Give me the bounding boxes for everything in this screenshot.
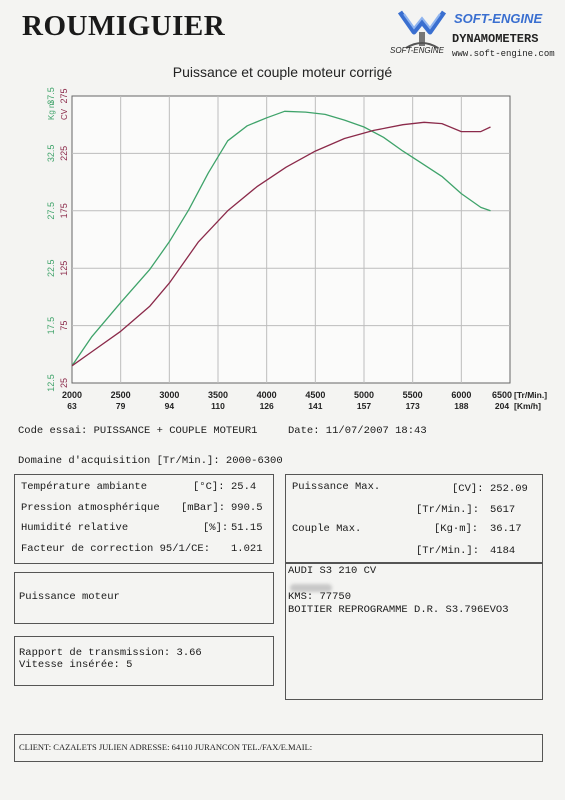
x-axis-unit-speed: [Km/h] — [514, 401, 541, 411]
environment-box: Température ambiante [°C]: 25.4 Pression… — [14, 474, 274, 564]
y-left-tick-label: 22.5 — [46, 259, 56, 277]
x-tick-speed-label: 141 — [308, 401, 322, 411]
vehicle-km: KMS: 77750 — [288, 591, 352, 603]
correction-label: Facteur de correction 95/1/CE: — [21, 543, 211, 555]
y-right-tick-label: 125 — [59, 261, 69, 276]
max-torque-value: 36.17 — [490, 523, 522, 535]
x-tick-label: 3500 — [208, 390, 228, 400]
y-left-tick-label: 37.5 — [46, 87, 56, 105]
x-tick-label: 5000 — [354, 390, 374, 400]
acquisition-range: Domaine d'acquisition [Tr/Min.]: 2000-63… — [18, 455, 283, 467]
x-tick-label: 4000 — [257, 390, 277, 400]
max-power-rpm-value: 5617 — [490, 504, 516, 516]
y-left-tick-label: 32.5 — [46, 145, 56, 163]
gear-ratio: Rapport de transmission: 3.66 — [19, 647, 202, 659]
chart-title: Puissance et couple moteur corrigé — [172, 64, 393, 80]
soft-engine-logo: SOFT-ENGINE DYNAMOMETERS SOFT-ENGINE www… — [390, 8, 562, 64]
y-left-axis-unit: Kg m — [47, 101, 56, 120]
vehicle-model: AUDI S3 210 CV — [288, 565, 377, 577]
vehicle-mod: BOITIER REPROGRAMME D.R. S3.796EVO3 — [288, 604, 509, 616]
temp-unit: [°C]: — [193, 481, 225, 493]
pressure-value: 990.5 — [231, 502, 263, 514]
max-torque-unit: [Kg·m]: — [434, 523, 479, 535]
max-power-label: Puissance Max. — [292, 481, 381, 493]
x-tick-label: 6000 — [451, 390, 471, 400]
y-left-tick-label: 12.5 — [46, 374, 56, 392]
test-code: Code essai: PUISSANCE + COUPLE MOTEUR1 — [18, 425, 258, 437]
logo-subtitle: DYNAMOMETERS — [452, 32, 539, 46]
logo-small-name: SOFT-ENGINE — [390, 46, 444, 55]
max-torque-rpm-unit: [Tr/Min.]: — [416, 545, 480, 557]
power-line — [71, 121, 491, 367]
y-right-axis-unit: CV — [60, 108, 69, 120]
gear-engaged: Vitesse insérée: 5 — [19, 659, 133, 671]
test-date: Date: 11/07/2007 18:43 — [288, 425, 427, 437]
max-values-box: Puissance Max. [CV]: 252.09 [Tr/Min.]: 5… — [285, 474, 543, 564]
y-right-tick-label: 225 — [59, 146, 69, 161]
y-right-tick-label: 275 — [59, 88, 69, 103]
max-torque-label: Couple Max. — [292, 523, 362, 535]
temp-value: 25.4 — [231, 481, 257, 493]
engine-power-box: Puissance moteur — [14, 572, 274, 624]
max-power-value: 252.09 — [490, 483, 528, 495]
x-tick-speed-label: 79 — [116, 401, 126, 411]
torque-line — [71, 110, 491, 367]
humidity-unit: [%]: — [203, 522, 229, 534]
x-tick-speed-label: 63 — [67, 401, 77, 411]
engine-logo-icon — [397, 10, 447, 49]
humidity-value: 51.15 — [231, 522, 263, 534]
engine-power-label: Puissance moteur — [19, 591, 120, 603]
y-right-tick-label: 25 — [59, 378, 69, 388]
max-power-unit: [CV]: — [452, 483, 484, 495]
y-right-tick-label: 175 — [59, 203, 69, 218]
x-tick-speed-label: 94 — [165, 401, 175, 411]
x-tick-speed-label: 110 — [211, 401, 225, 411]
logo-website: www.soft-engine.com — [452, 49, 555, 59]
y-left-tick-label: 27.5 — [46, 202, 56, 220]
client-box: CLIENT: CAZALETS JULIEN ADRESSE: 64110 J… — [14, 734, 543, 762]
x-tick-speed-label: 157 — [357, 401, 371, 411]
transmission-box: Rapport de transmission: 3.66 Vitesse in… — [14, 636, 274, 686]
vehicle-box: AUDI S3 210 CV KMS: 77750 BOITIER REPROG… — [285, 562, 543, 700]
blurred-plate — [290, 579, 332, 597]
y-left-tick-label: 17.5 — [46, 317, 56, 335]
x-tick-label: 3000 — [159, 390, 179, 400]
x-tick-speed-label: 173 — [406, 401, 420, 411]
y-right-tick-label: 75 — [59, 321, 69, 331]
x-tick-speed-label: 188 — [454, 401, 468, 411]
humidity-label: Humidité relative — [21, 522, 129, 534]
plot-area — [71, 95, 511, 384]
x-tick-speed-label: 126 — [260, 401, 274, 411]
x-tick-speed-label: 204 — [495, 401, 509, 411]
max-power-rpm-unit: [Tr/Min.]: — [416, 504, 480, 516]
correction-value: 1.021 — [231, 543, 263, 555]
pressure-label: Pression atmosphérique — [21, 502, 160, 514]
x-tick-label: 2500 — [111, 390, 131, 400]
client-info: CLIENT: CAZALETS JULIEN ADRESSE: 64110 J… — [19, 742, 313, 752]
max-torque-rpm-value: 4184 — [490, 545, 516, 557]
x-tick-label: 2000 — [62, 390, 82, 400]
temp-label: Température ambiante — [21, 481, 148, 493]
logo-name: SOFT-ENGINE — [454, 11, 543, 26]
x-tick-label: 6500 — [492, 390, 512, 400]
x-tick-label: 4500 — [305, 390, 325, 400]
brand-title: ROUMIGUIER — [22, 10, 226, 42]
pressure-unit: [mBar]: — [181, 502, 226, 514]
x-axis-unit-rpm: [Tr/Min.] — [514, 390, 547, 400]
x-tick-label: 5500 — [403, 390, 423, 400]
